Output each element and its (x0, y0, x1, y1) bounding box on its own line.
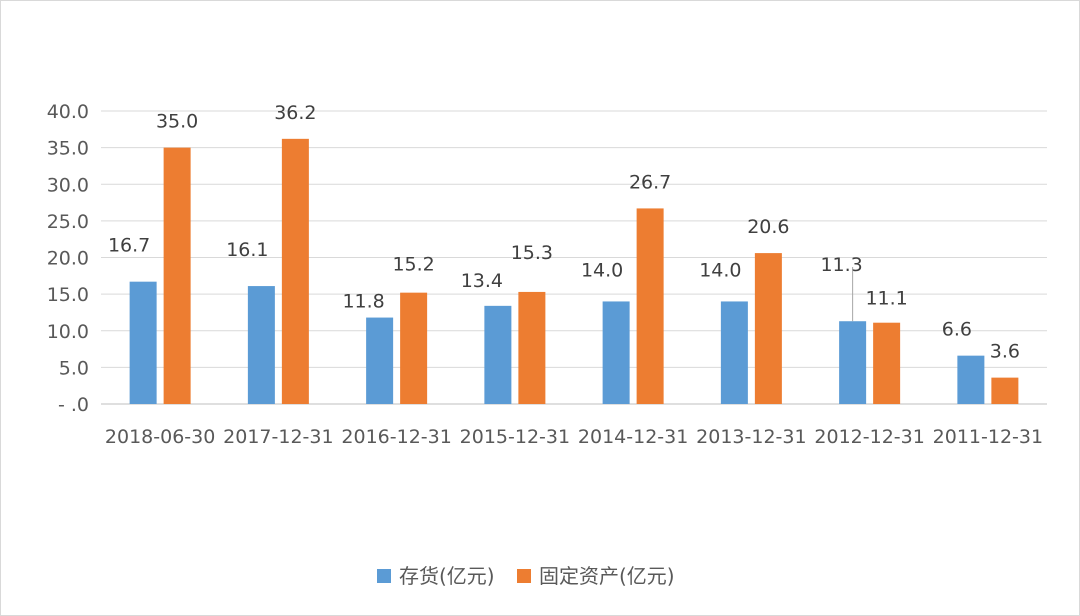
data-label: 20.6 (747, 216, 789, 238)
data-label: 14.0 (581, 259, 623, 281)
fixed-assets-bar (163, 147, 191, 404)
x-tick-label: 2014-12-31 (578, 426, 688, 448)
legend-label-inventory: 存货(亿元) (399, 564, 495, 588)
inventory-bar (129, 281, 157, 404)
x-tick-label: 2016-12-31 (341, 426, 451, 448)
data-label: 14.0 (699, 259, 741, 281)
data-label: 13.4 (461, 270, 503, 292)
inventory-bar (247, 286, 275, 404)
y-tick-label: - .0 (58, 394, 89, 416)
x-tick-label: 2013-12-31 (696, 426, 806, 448)
fixed-assets-bar (991, 377, 1019, 404)
y-tick-label: 15.0 (47, 284, 89, 306)
data-label: 3.6 (990, 341, 1020, 363)
y-tick-label: 20.0 (47, 248, 89, 270)
y-tick-label: 40.0 (47, 101, 89, 123)
inventory-bar (602, 301, 630, 404)
x-tick-label: 2015-12-31 (460, 426, 570, 448)
y-tick-label: 5.0 (59, 357, 89, 379)
legend-label-fixed-assets: 固定资产(亿元) (539, 564, 675, 588)
x-tick-label: 2011-12-31 (933, 426, 1043, 448)
data-label: 11.3 (820, 254, 862, 276)
y-tick-label: 10.0 (47, 321, 89, 343)
inventory-bar (839, 321, 867, 404)
y-tick-label: 35.0 (47, 138, 89, 160)
fixed-assets-bar (754, 253, 782, 404)
x-tick-label: 2017-12-31 (223, 426, 333, 448)
data-label: 11.8 (342, 291, 384, 313)
x-tick-label: 2018-06-30 (105, 426, 215, 448)
data-label: 16.1 (226, 239, 268, 261)
fixed-assets-bar (281, 138, 309, 404)
inventory-bar (366, 317, 394, 404)
y-tick-label: 25.0 (47, 211, 89, 233)
data-label: 35.0 (156, 111, 198, 133)
fixed-assets-bar (873, 322, 901, 404)
fixed-assets-bar (518, 291, 546, 404)
data-label: 36.2 (274, 102, 316, 124)
inventory-bar (720, 301, 748, 404)
inventory-bar (957, 355, 985, 404)
data-label: 26.7 (629, 171, 671, 193)
y-tick-label: 30.0 (47, 174, 89, 196)
legend-swatch-fixed-assets (517, 569, 531, 583)
x-tick-label: 2012-12-31 (814, 426, 924, 448)
inventory-bar (484, 305, 512, 404)
data-label: 16.7 (108, 235, 150, 257)
data-label: 15.3 (511, 242, 553, 264)
data-label: 6.6 (942, 319, 972, 341)
legend-swatch-inventory (377, 569, 391, 583)
fixed-assets-bar (636, 208, 664, 404)
data-label: 15.2 (392, 254, 434, 276)
fixed-assets-bar (400, 292, 428, 404)
data-label: 11.1 (865, 288, 907, 310)
